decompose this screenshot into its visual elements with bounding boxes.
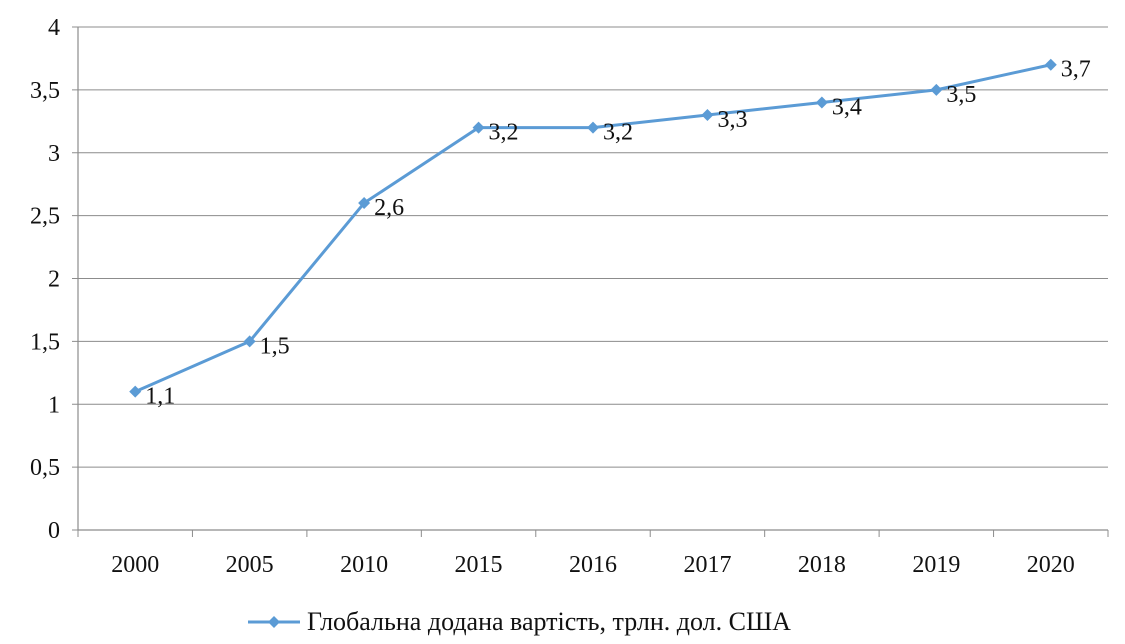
data-label: 3,5 bbox=[946, 82, 976, 108]
data-point-marker bbox=[587, 121, 599, 134]
data-point-marker bbox=[472, 121, 485, 134]
y-tick-label: 3,5 bbox=[30, 78, 60, 104]
y-tick-label: 3 bbox=[48, 141, 60, 167]
x-tick-label: 2000 bbox=[111, 552, 159, 578]
data-label: 3,7 bbox=[1061, 57, 1091, 83]
data-point-marker bbox=[358, 197, 371, 210]
data-label: 2,6 bbox=[374, 195, 404, 221]
data-labels: 1,1 1,5 2,6 3,2 3,2 3,3 3,4 3,5 3,7 bbox=[145, 57, 1091, 410]
y-tick-label: 2,5 bbox=[30, 204, 60, 230]
data-label: 1,1 bbox=[145, 384, 175, 410]
data-point-marker bbox=[930, 83, 943, 96]
data-label: 1,5 bbox=[260, 333, 290, 359]
series-line bbox=[129, 58, 1057, 398]
data-label: 3,4 bbox=[832, 94, 862, 120]
data-point-marker bbox=[129, 385, 142, 398]
x-tick-label: 2016 bbox=[569, 552, 617, 578]
x-tick-label: 2015 bbox=[455, 552, 503, 578]
y-tick-label: 2 bbox=[48, 267, 60, 293]
legend-marker-icon bbox=[268, 616, 280, 628]
y-tick-label: 0 bbox=[48, 518, 60, 544]
axes bbox=[72, 26, 1109, 537]
y-tick-label: 0,5 bbox=[30, 455, 60, 481]
y-tick-label: 4 bbox=[48, 15, 60, 41]
x-tick-label: 2020 bbox=[1027, 552, 1075, 578]
data-label: 3,2 bbox=[489, 120, 519, 146]
legend-label: Глобальна додана вартість, трлн. дол. СШ… bbox=[307, 607, 791, 636]
data-label: 3,2 bbox=[603, 120, 633, 146]
y-tick-label: 1,5 bbox=[30, 329, 60, 355]
x-tick-label: 2005 bbox=[226, 552, 274, 578]
data-point-marker bbox=[1044, 58, 1057, 71]
x-axis-tick-labels: 2000 2005 2010 2015 2016 2017 2018 2019 2020 bbox=[111, 552, 1075, 578]
legend: Глобальна додана вартість, трлн. дол. СШ… bbox=[248, 607, 791, 636]
y-axis-tick-labels: 0 0,5 1 1,5 2 2,5 3 3,5 4 bbox=[30, 15, 60, 544]
data-point-marker bbox=[243, 335, 256, 348]
x-tick-label: 2018 bbox=[798, 552, 846, 578]
x-tick-label: 2019 bbox=[912, 552, 960, 578]
data-point-marker bbox=[701, 109, 714, 122]
y-tick-label: 1 bbox=[48, 392, 60, 418]
x-tick-label: 2010 bbox=[340, 552, 388, 578]
data-label: 3,3 bbox=[717, 107, 747, 133]
x-tick-label: 2017 bbox=[683, 552, 731, 578]
data-point-marker bbox=[815, 96, 828, 109]
